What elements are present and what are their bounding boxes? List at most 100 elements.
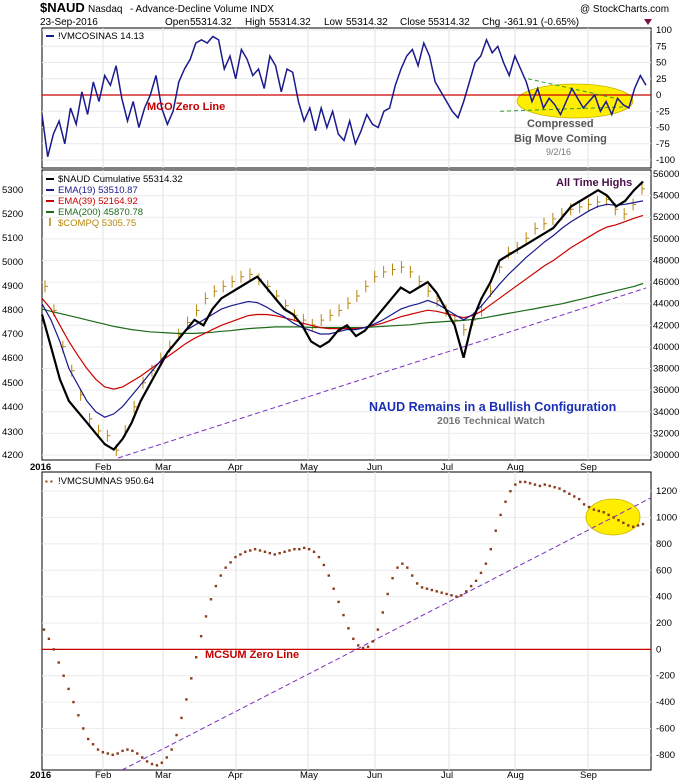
mcsum-point	[411, 574, 414, 577]
mcsum-y-tick-label: 1200	[656, 486, 677, 497]
main-left-tick-label: 4200	[2, 450, 23, 461]
chg-value: -361.91 (-0.65%)	[504, 17, 579, 28]
axis-layer: 1007550250-25-50-75-10056000540005200050…	[2, 25, 679, 780]
mcsum-point	[145, 760, 149, 763]
all-time-highs-annotation: All Time Highs	[556, 177, 632, 189]
mcsum-legend-swatch: ▪ ▪	[45, 477, 53, 486]
mcsum-point	[577, 497, 581, 501]
mcsum-x-tick-label: Aug	[507, 770, 524, 780]
mcsum-point	[155, 764, 159, 767]
chart-description: - Advance-Decline Volume INDX	[130, 4, 274, 15]
mco-y-tick-label: -75	[656, 139, 670, 150]
main-right-tick-label: 36000	[653, 385, 679, 396]
main-right-tick-label: 42000	[653, 320, 679, 331]
mcsum-point	[180, 716, 183, 720]
mcsum-x-tick-label: Feb	[95, 770, 111, 780]
mcsum-point	[514, 483, 517, 486]
mcsum-point	[352, 637, 355, 641]
main-left-tick-label: 4400	[2, 402, 23, 413]
mcsum-point	[42, 628, 46, 631]
mcsum-point	[140, 756, 144, 759]
mcsum-point	[72, 700, 75, 704]
mcsum-point	[489, 547, 492, 551]
mcsum-point	[592, 508, 596, 511]
mcsum-point	[587, 505, 591, 509]
mcsum-y-tick-label: -200	[656, 671, 675, 682]
main-right-tick-label: 32000	[653, 428, 679, 439]
mcsum-point	[312, 550, 316, 554]
main-right-tick-label: 44000	[653, 299, 679, 310]
mcsum-point	[268, 551, 272, 555]
mcsum-point	[278, 551, 281, 555]
data-layer	[40, 35, 652, 771]
close-value: 55314.32	[428, 17, 470, 28]
mco-series-line	[41, 35, 647, 157]
mcsum-point	[126, 748, 129, 751]
main-x-tick-label: Jun	[367, 462, 382, 473]
main-x-tick-label: Aug	[507, 462, 524, 473]
mcsum-point	[499, 513, 502, 517]
main-left-tick-label: 4500	[2, 378, 23, 389]
mcsum-y-tick-label: 200	[656, 618, 672, 629]
mcsum-point	[303, 546, 306, 550]
chart-date: 23-Sep-2016	[40, 17, 98, 28]
main-right-tick-label: 38000	[653, 364, 679, 375]
close-label: Close	[400, 17, 426, 28]
compressed-annotation: Compressed	[527, 118, 594, 130]
main-left-tick-label: 4300	[2, 427, 23, 438]
mcsum-point	[631, 525, 635, 528]
mcsum-y-tick-label: -800	[656, 750, 675, 761]
chart-exchange: Nasdaq	[88, 4, 122, 15]
main-right-tick-label: 40000	[653, 342, 679, 353]
mcsum-point	[636, 524, 640, 527]
main-left-tick-label: 5300	[2, 185, 23, 196]
mcsum-point	[533, 483, 537, 486]
mcsum-point	[504, 500, 507, 503]
mcsum-point	[239, 553, 242, 556]
high-value: 55314.32	[269, 17, 311, 28]
big-move-annotation: Big Move Coming	[514, 133, 607, 145]
mcsum-point	[563, 489, 566, 493]
main-right-tick-label: 46000	[653, 277, 679, 288]
mcsum-point	[244, 550, 247, 554]
mcsum-point	[440, 591, 443, 594]
mco-y-tick-label: -100	[656, 155, 675, 166]
mcsum-point	[273, 553, 276, 556]
mcsum-point	[67, 687, 70, 691]
mcsum-point	[519, 480, 522, 484]
mcsum-point	[376, 628, 380, 631]
mcsum-point	[582, 503, 586, 506]
technical-watch-annotation: 2016 Technical Watch	[437, 415, 545, 427]
main-left-tick-label: 4800	[2, 305, 23, 316]
mcsum-point	[327, 574, 330, 577]
mcsum-point	[253, 547, 257, 551]
mco-zero-line-label: MCO Zero Line	[147, 101, 225, 113]
mcsum-legend: !VMCSUMNAS 950.64	[58, 476, 154, 487]
mcsum-point	[391, 576, 394, 580]
mcsum-x-tick-label: Sep	[580, 770, 597, 780]
mcsum-point	[249, 549, 252, 552]
mcsum-point	[185, 698, 188, 701]
mco-legend: !VMCOSINAS 14.13	[58, 31, 144, 42]
mcsum-point	[283, 550, 286, 554]
mcsum-point	[195, 656, 198, 659]
mcsum-point	[52, 648, 56, 651]
mcsum-point	[548, 484, 551, 488]
main-left-tick-label: 5000	[2, 257, 23, 268]
mcsum-point	[131, 749, 134, 753]
chg-label: Chg	[482, 17, 500, 28]
mcsum-point	[474, 579, 478, 583]
main-right-tick-label: 54000	[653, 191, 679, 202]
mcsum-point	[607, 513, 610, 517]
date-annotation: 9/2/16	[546, 147, 571, 157]
ema19-line	[41, 200, 644, 418]
mcsum-point	[234, 555, 237, 559]
chart-symbol: $NAUD	[40, 0, 85, 15]
compq-legend: $COMPQ 5305.75	[58, 218, 136, 229]
naud-legend: $NAUD Cumulative 55314.32	[58, 174, 183, 185]
mcsum-point	[219, 574, 222, 577]
bullish-config-annotation: NAUD Remains in a Bullish Configuration	[369, 400, 616, 414]
mcsum-y-tick-label: 1000	[656, 513, 677, 524]
mcsum-point	[469, 584, 473, 588]
mcsum-point	[430, 588, 434, 592]
